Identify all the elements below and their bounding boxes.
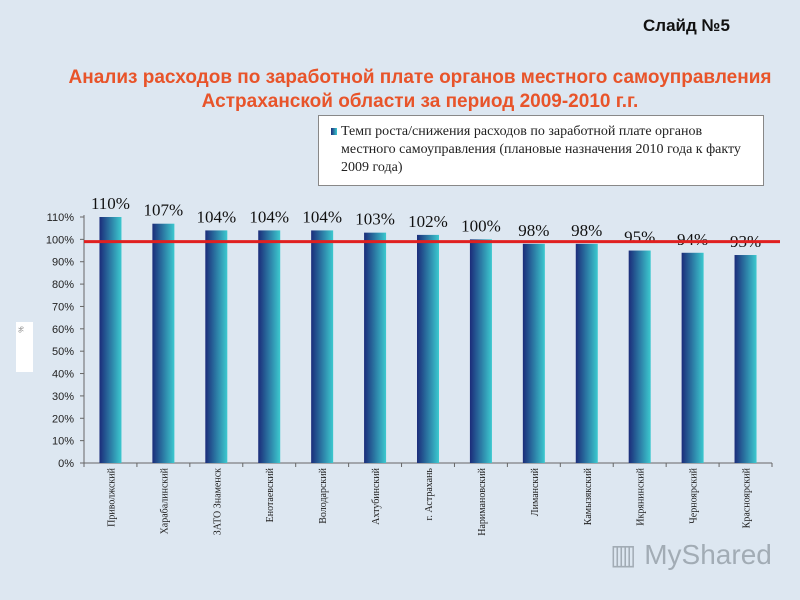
y-tick-label: 80% (52, 279, 74, 291)
x-tick-label: Приволжский (106, 467, 117, 526)
x-tick-label: Володарский (318, 467, 329, 523)
bar (734, 255, 757, 463)
bar (364, 232, 387, 463)
data-label: 104% (302, 207, 342, 226)
y-tick-label: 0% (58, 458, 74, 470)
data-label: 103% (355, 210, 395, 229)
data-label: 107% (144, 201, 184, 220)
bar (152, 223, 175, 463)
bar (469, 239, 492, 463)
y-tick-label: 70% (52, 301, 74, 313)
bar (681, 252, 704, 463)
y-tick-label: 50% (52, 346, 74, 358)
y-tick-label: 10% (52, 436, 74, 448)
y-tick-label: 40% (52, 369, 74, 381)
data-label: 94% (677, 230, 708, 249)
bar (522, 243, 545, 463)
y-tick-label: 60% (52, 324, 74, 336)
chart-legend: Темп роста/снижения расходов по заработн… (318, 115, 764, 186)
bar (258, 230, 281, 463)
slide-number: Слайд №5 (643, 16, 730, 35)
data-label: 102% (408, 212, 448, 231)
y-axis-label-box: % (16, 322, 33, 372)
data-label: 95% (624, 228, 655, 247)
slide-title: Анализ расходов по заработной плате орга… (68, 67, 772, 112)
bar (575, 243, 598, 463)
x-tick-label: Харабалинский (159, 467, 170, 534)
x-tick-label: Ахтубинский (371, 467, 382, 525)
bar (99, 217, 122, 463)
x-tick-label: Наримановский (477, 467, 488, 535)
y-tick-label: 90% (52, 257, 74, 269)
data-label: 104% (249, 207, 289, 226)
x-tick-label: Лиманский (530, 467, 541, 516)
watermark-logo: ▥ MyShared (610, 539, 772, 570)
y-tick-label: 30% (52, 391, 74, 403)
y-tick-label: 110% (47, 212, 75, 224)
x-tick-label: Камызякский (583, 467, 594, 525)
y-tick-label: 100% (46, 234, 74, 246)
legend-swatch (331, 128, 337, 135)
data-label: 104% (196, 207, 236, 226)
bar (205, 230, 228, 463)
bar (628, 250, 651, 463)
data-label: 110% (91, 194, 130, 213)
x-tick-label: ЗАТО Знаменск (212, 468, 223, 535)
x-tick-label: г. Астрахань (424, 468, 435, 521)
x-tick-label: Икрянинский (636, 467, 647, 525)
x-tick-label: Черноярский (689, 467, 700, 523)
data-label: 98% (518, 221, 549, 240)
y-tick-label: 20% (52, 413, 74, 425)
x-tick-label: Енотаевский (265, 467, 276, 522)
data-label: 100% (461, 216, 501, 235)
x-tick-label: Красноярский (742, 467, 753, 528)
watermark-text: MyShared (644, 539, 772, 570)
data-label: 98% (571, 221, 602, 240)
bar (417, 234, 439, 463)
legend-label: Темп роста/снижения расходов по заработн… (341, 124, 741, 175)
bar (311, 230, 334, 463)
